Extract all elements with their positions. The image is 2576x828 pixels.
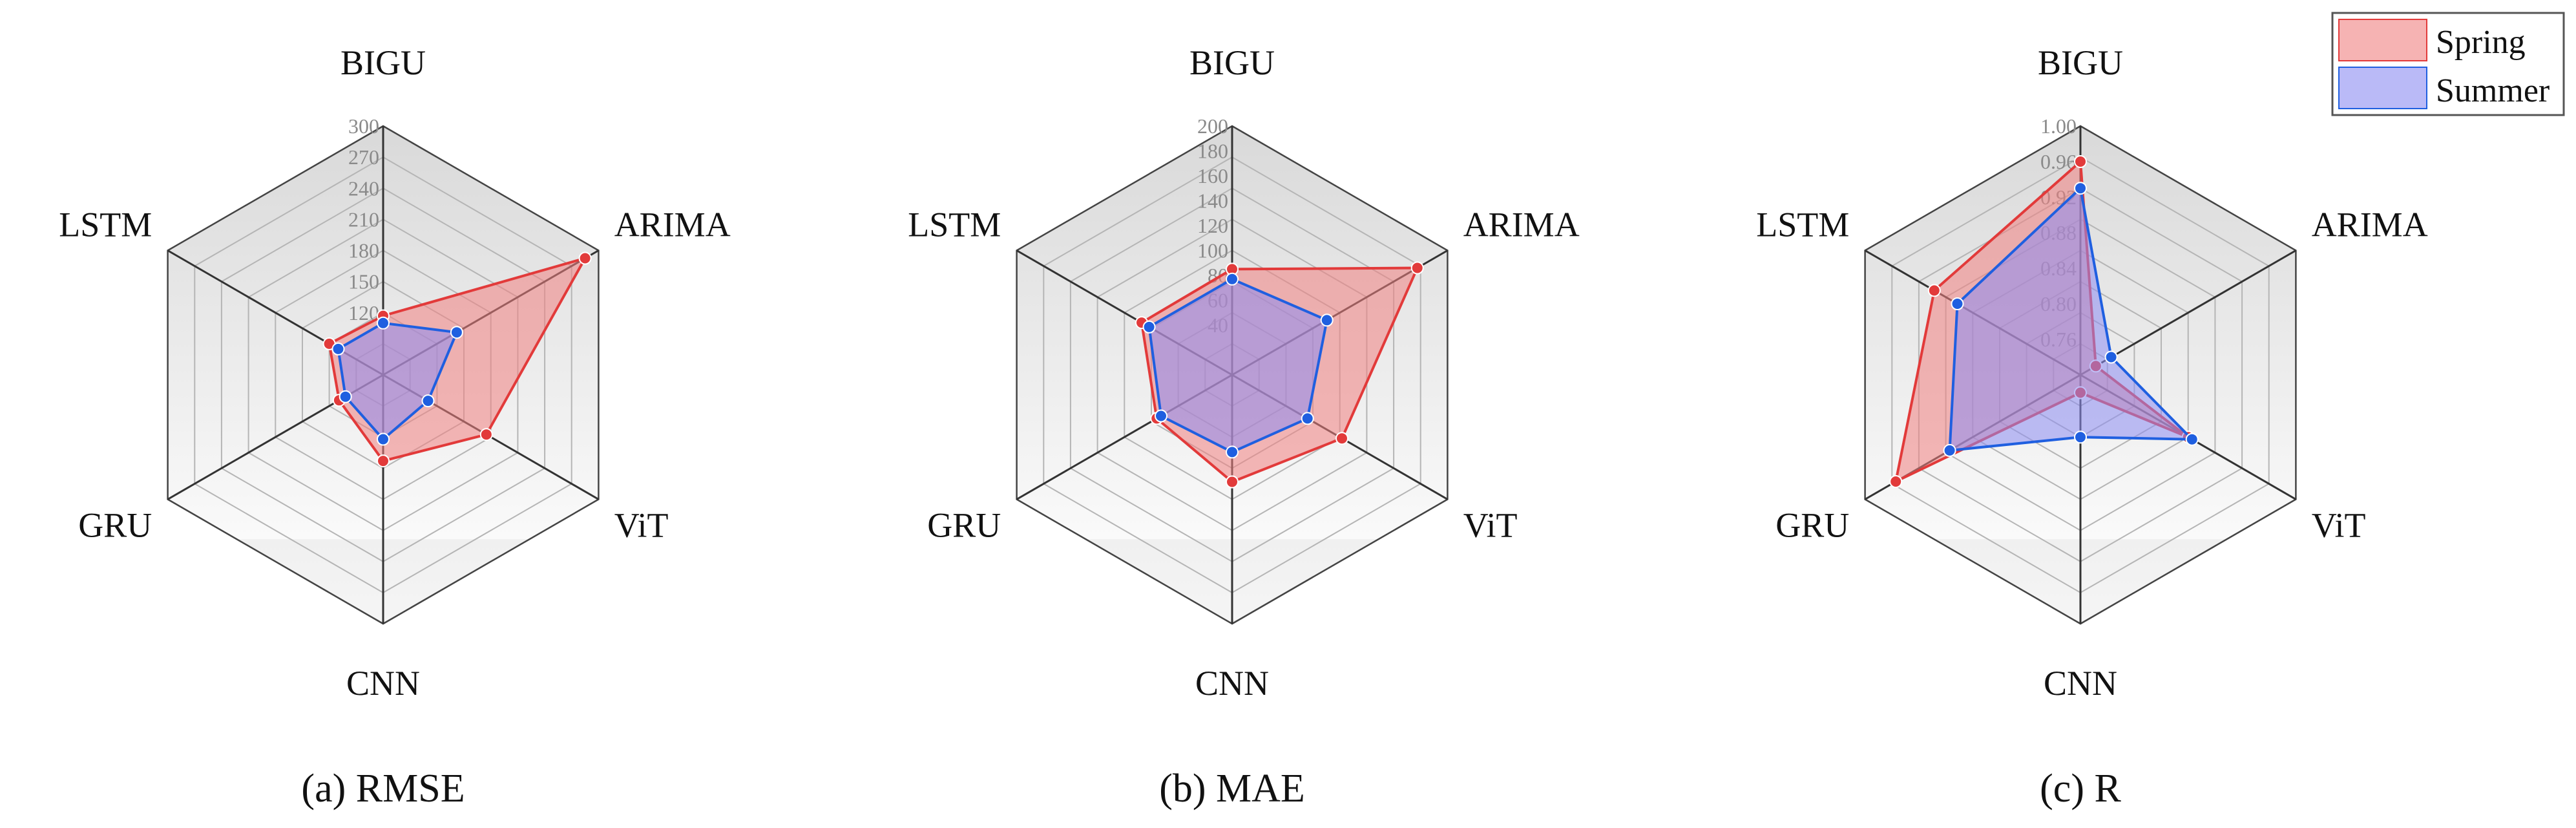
tick-label: 210 <box>348 207 379 231</box>
tick-label: 160 <box>1197 164 1228 187</box>
axis-label-arima: ARIMA <box>2312 206 2428 244</box>
point-spring-cnn <box>1226 475 1239 489</box>
caption-mae: (b) MAE <box>1159 767 1305 811</box>
point-summer-vit <box>2185 432 2199 446</box>
point-summer-arima <box>1320 313 1334 327</box>
point-spring-arima <box>1410 261 1424 275</box>
point-summer-cnn <box>377 432 390 446</box>
tick-label: 180 <box>348 239 379 262</box>
axis-label-vit: ViT <box>614 506 669 545</box>
tick-label: 1.00 <box>2040 114 2077 138</box>
axis-label-cnn: CNN <box>2044 664 2117 703</box>
axis-label-bigu: BIGU <box>340 43 426 82</box>
point-spring-lstm <box>1927 284 1941 297</box>
caption-r: (c) R <box>2040 767 2121 811</box>
axis-label-gru: GRU <box>1775 506 1849 545</box>
radar-chart-r: BIGUARIMAViTCNNGRULSTM1.000.960.920.880.… <box>1756 43 2427 811</box>
point-summer-arima <box>450 326 463 339</box>
axis-label-cnn: CNN <box>346 664 420 703</box>
legend-swatch-summer <box>2338 67 2427 109</box>
tick-label: 180 <box>1197 140 1228 163</box>
point-summer-vit <box>1301 412 1314 425</box>
tick-label: 200 <box>1197 114 1228 138</box>
point-summer-arima <box>2104 350 2118 364</box>
tick-label: 140 <box>1197 189 1228 213</box>
axis-label-lstm: LSTM <box>908 206 1001 244</box>
tick-label: 270 <box>348 145 379 169</box>
axis-label-gru: GRU <box>927 506 1001 545</box>
radar-chart-mae: BIGU ARIMA ViT CNN GRU LSTM 200180160140120100… <box>908 43 1579 811</box>
legend-swatch-spring <box>2338 19 2427 61</box>
point-summer-lstm <box>1142 320 1156 334</box>
point-summer-gru <box>1155 409 1168 423</box>
point-summer-lstm <box>331 342 345 356</box>
point-summer-gru <box>1943 443 1956 457</box>
axis-label-cnn: CNN <box>1195 664 1269 703</box>
point-summer-cnn <box>1226 445 1239 459</box>
axis-label-lstm: LSTM <box>59 206 152 244</box>
axis-label-arima: ARIMA <box>1463 206 1580 244</box>
axis-label-bigu: BIGU <box>2038 43 2123 82</box>
tick-label: 100 <box>1197 239 1228 262</box>
axis-label-vit: ViT <box>2312 506 2366 545</box>
axis-label-bigu: BIGU <box>1189 43 1275 82</box>
point-spring-cnn <box>377 454 390 468</box>
point-spring-vit <box>1335 432 1348 445</box>
caption-rmse: (a) RMSE <box>301 767 465 811</box>
legend-label-summer: Summer <box>2436 72 2550 109</box>
point-summer-lstm <box>1951 297 1964 310</box>
point-spring-vit <box>479 428 493 441</box>
point-summer-gru <box>339 390 352 403</box>
point-summer-bigu <box>1226 272 1239 286</box>
point-summer-bigu <box>377 316 390 330</box>
legend-label-spring: Spring <box>2436 24 2526 61</box>
axis-label-vit: ViT <box>1463 506 1518 545</box>
tick-label: 240 <box>348 176 379 200</box>
point-summer-cnn <box>2074 430 2087 444</box>
radar-chart-rmse: BIGU ARIMA ViT CNN GRU LSTM 300 270 240 210 180 150… <box>59 43 730 811</box>
point-spring-bigu <box>2074 155 2087 168</box>
point-summer-vit <box>421 394 435 408</box>
point-spring-arima <box>578 251 592 265</box>
axis-label-arima: ARIMA <box>614 206 731 244</box>
tick-label: 120 <box>1197 214 1228 237</box>
point-summer-bigu <box>2074 182 2087 195</box>
tick-label: 300 <box>348 114 379 138</box>
point-spring-gru <box>1889 475 1903 488</box>
axis-label-lstm: LSTM <box>1756 206 1849 244</box>
tick-label: 150 <box>348 270 379 293</box>
axis-label-gru: GRU <box>78 506 152 545</box>
legend: Spring Summer <box>2331 12 2565 116</box>
